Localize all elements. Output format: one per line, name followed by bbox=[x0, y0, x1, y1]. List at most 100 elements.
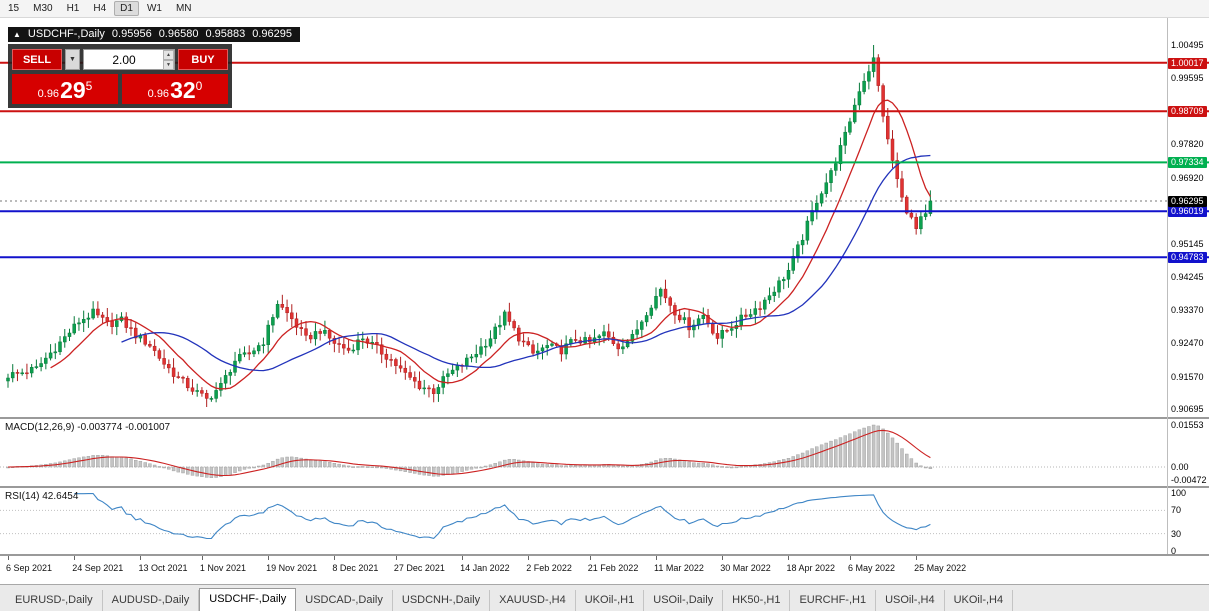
tab-audusd-daily[interactable]: AUDUSD-,Daily bbox=[103, 590, 200, 611]
macd-axis-label: 0.01553 bbox=[1171, 420, 1204, 430]
rsi-line bbox=[74, 492, 931, 540]
price-axis-label: 1.00495 bbox=[1171, 40, 1204, 50]
tab-eurusd-daily[interactable]: EURUSD-,Daily bbox=[6, 590, 103, 611]
date-tick-mark bbox=[916, 556, 918, 560]
date-tick-mark bbox=[788, 556, 790, 560]
volume-spinner: ▲ ▼ bbox=[163, 50, 174, 70]
volume-input[interactable] bbox=[83, 49, 175, 70]
one-click-trading-panel: SELL ▼ ▲ ▼ BUY 0.96 29 5 0.9 bbox=[8, 44, 232, 108]
date-tick-mark bbox=[849, 556, 851, 560]
timeframe-toolbar: 15 M30 H1 H4 D1 W1 MN bbox=[0, 0, 1209, 18]
price-axis-label: 0.99595 bbox=[1171, 73, 1204, 84]
price-line-label: 0.97334 bbox=[1168, 157, 1207, 169]
spinner-down-icon[interactable]: ▼ bbox=[163, 60, 174, 70]
date-axis-label: 21 Feb 2022 bbox=[587, 563, 639, 573]
sell-button[interactable]: SELL bbox=[12, 49, 62, 70]
macd-indicator-label: MACD(12,26,9) -0.003774 -0.001007 bbox=[5, 422, 171, 433]
date-tick-mark bbox=[528, 556, 530, 560]
price-line-label: 1.00017 bbox=[1168, 57, 1207, 69]
date-axis-label: 8 Dec 2021 bbox=[332, 563, 379, 573]
rsi-indicator-label: RSI(14) 42.6454 bbox=[5, 491, 79, 502]
tab-eurchf-h1[interactable]: EURCHF-,H1 bbox=[790, 590, 877, 611]
sell-price-display[interactable]: 0.96 29 5 bbox=[12, 74, 118, 104]
rsi-chart-canvas[interactable] bbox=[0, 488, 1209, 554]
timeframe-button-w1[interactable]: W1 bbox=[146, 3, 162, 14]
tab-usdcnh-daily[interactable]: USDCNH-,Daily bbox=[393, 590, 491, 611]
timeframe-button-mn[interactable]: MN bbox=[175, 3, 192, 14]
chart-title-bar: ▲ USDCHF-,Daily 0.95956 0.96580 0.95883 … bbox=[8, 27, 300, 42]
price-axis-label: 0.93370 bbox=[1171, 304, 1204, 315]
date-axis-label: 1 Nov 2021 bbox=[199, 563, 246, 573]
date-tick-mark bbox=[140, 556, 142, 560]
price-axis-label: 0.90695 bbox=[1171, 404, 1204, 414]
price-axis-border bbox=[1167, 18, 1168, 554]
ma-slow-line bbox=[121, 154, 931, 372]
tab-xauusd-h4[interactable]: XAUUSD-,H4 bbox=[490, 590, 576, 611]
date-axis-label: 11 Mar 2022 bbox=[654, 563, 704, 573]
buy-price-point: 0 bbox=[195, 79, 203, 93]
date-axis-label: 6 Sep 2021 bbox=[6, 563, 53, 573]
price-line-label: 0.94783 bbox=[1168, 252, 1207, 264]
ma-fast-line bbox=[50, 99, 931, 390]
date-axis-label: 18 Apr 2022 bbox=[786, 563, 835, 573]
timeframe-button-h4[interactable]: H4 bbox=[93, 3, 107, 14]
candles bbox=[6, 45, 933, 407]
pane-separator[interactable] bbox=[0, 486, 1209, 488]
tab-ukoil-h1[interactable]: UKOil-,H1 bbox=[576, 590, 645, 611]
date-tick-mark bbox=[656, 556, 657, 560]
macd-signal-line bbox=[7, 429, 931, 477]
tab-hk50-h1[interactable]: HK50-,H1 bbox=[723, 590, 791, 611]
date-axis-label: 13 Oct 2021 bbox=[138, 563, 188, 573]
price-axis-label: 0.91570 bbox=[1171, 371, 1204, 382]
rsi-axis-label: 70 bbox=[1171, 505, 1182, 516]
pane-separator[interactable] bbox=[0, 417, 1209, 419]
tab-ukoil-h4[interactable]: UKOil-,H4 bbox=[945, 590, 1014, 611]
rsi-axis-label: 0 bbox=[1171, 546, 1177, 556]
rsi-pane[interactable] bbox=[0, 488, 1209, 554]
date-tick-mark bbox=[395, 556, 397, 560]
ohlc-high: 0.96580 bbox=[158, 28, 199, 40]
chart-area[interactable]: 6 Sep 2021 24 Sep 2021 13 Oct 2021 1 Nov 20… bbox=[0, 18, 1209, 584]
chart-symbol-title: USDCHF-,Daily bbox=[27, 28, 105, 40]
timeframe-button-h1[interactable]: H1 bbox=[66, 3, 80, 14]
tab-usoil-daily[interactable]: USOil-,Daily bbox=[644, 590, 724, 611]
rsi-axis-label: 100 bbox=[1171, 488, 1187, 498]
pane-separator bbox=[0, 554, 1209, 556]
date-axis-label: 6 May 2022 bbox=[847, 563, 895, 573]
buy-price-display[interactable]: 0.96 32 0 bbox=[122, 74, 228, 104]
sell-price-base: 0.96 bbox=[37, 88, 60, 100]
macd-pane[interactable] bbox=[0, 419, 1209, 486]
date-tick-mark bbox=[334, 556, 336, 560]
macd-histogram bbox=[6, 424, 933, 479]
date-axis-label: 24 Sep 2021 bbox=[72, 563, 124, 573]
date-tick-mark bbox=[589, 556, 591, 560]
date-tick-mark bbox=[8, 556, 9, 560]
bid-price-label: 0.96295 bbox=[1168, 196, 1207, 207]
timeframe-button-15[interactable]: 15 bbox=[8, 3, 20, 14]
timeframe-button-m30[interactable]: M30 bbox=[33, 3, 53, 14]
collapse-panel-icon[interactable]: ▲ bbox=[13, 29, 21, 39]
date-axis-label: 2 Feb 2022 bbox=[526, 563, 572, 573]
tab-usdcad-daily[interactable]: USDCAD-,Daily bbox=[296, 590, 393, 611]
price-axis-label: 0.92470 bbox=[1171, 338, 1204, 349]
tab-usdchf-daily[interactable]: USDCHF-,Daily bbox=[199, 588, 297, 611]
date-axis-label: 25 May 2022 bbox=[914, 563, 967, 573]
price-axis-label: 0.97820 bbox=[1171, 139, 1204, 150]
rsi-axis-label: 30 bbox=[1171, 528, 1182, 539]
date-axis: 6 Sep 2021 24 Sep 2021 13 Oct 2021 1 Nov 20… bbox=[0, 556, 1209, 584]
date-tick-mark bbox=[201, 556, 203, 560]
chevron-down-icon[interactable]: ▼ bbox=[65, 49, 80, 70]
tab-usoil-h4[interactable]: USOil-,H4 bbox=[876, 590, 945, 611]
buy-button[interactable]: BUY bbox=[178, 49, 228, 70]
macd-axis-label: 0.00 bbox=[1171, 462, 1189, 472]
macd-chart-canvas[interactable] bbox=[0, 419, 1209, 486]
price-axis-label: 0.95145 bbox=[1171, 238, 1204, 249]
spinner-up-icon[interactable]: ▲ bbox=[163, 50, 174, 60]
timeframe-button-d1[interactable]: D1 bbox=[114, 1, 139, 16]
date-tick-mark bbox=[268, 556, 270, 560]
ohlc-close: 0.96295 bbox=[252, 28, 292, 40]
price-line-label: 0.98709 bbox=[1168, 106, 1207, 118]
price-line-label: 0.96019 bbox=[1168, 206, 1207, 218]
sell-price-pips: 29 bbox=[60, 77, 86, 103]
date-axis-label: 30 Mar 2022 bbox=[720, 563, 771, 573]
